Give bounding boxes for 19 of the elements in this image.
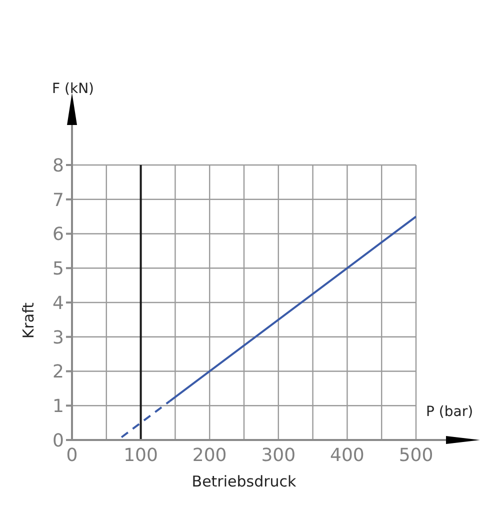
y-tick-label: 7: [52, 190, 64, 211]
x-tick-label: 500: [398, 444, 434, 466]
y-tick-label: 3: [52, 327, 64, 348]
x-tick-label: 400: [330, 444, 364, 466]
x-tick-label: 300: [261, 444, 296, 466]
y-tick-label: 6: [52, 224, 64, 246]
y-tick-label: 1: [52, 396, 64, 418]
y-tick-label: 0: [52, 430, 64, 452]
y-axis-title: Kraft: [19, 302, 38, 339]
x-tick-label: 200: [192, 444, 227, 466]
y-tick-label: 8: [52, 155, 64, 176]
x-axis-title: Betriebsdruck: [192, 472, 297, 491]
x-tick-label: 0: [66, 444, 78, 466]
text: F (kN): [52, 81, 94, 97]
y-tick-label: 4: [52, 292, 64, 314]
text: P (bar): [426, 404, 474, 420]
y-tick-label: 2: [52, 362, 64, 383]
y-tick-label: 5: [52, 258, 64, 280]
x-tick-label: 100: [124, 444, 158, 466]
